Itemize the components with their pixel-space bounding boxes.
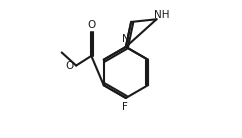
Text: NH: NH <box>154 10 170 20</box>
Text: F: F <box>122 102 128 112</box>
Text: N: N <box>122 34 130 44</box>
Text: O: O <box>87 20 95 30</box>
Text: O: O <box>66 61 74 71</box>
